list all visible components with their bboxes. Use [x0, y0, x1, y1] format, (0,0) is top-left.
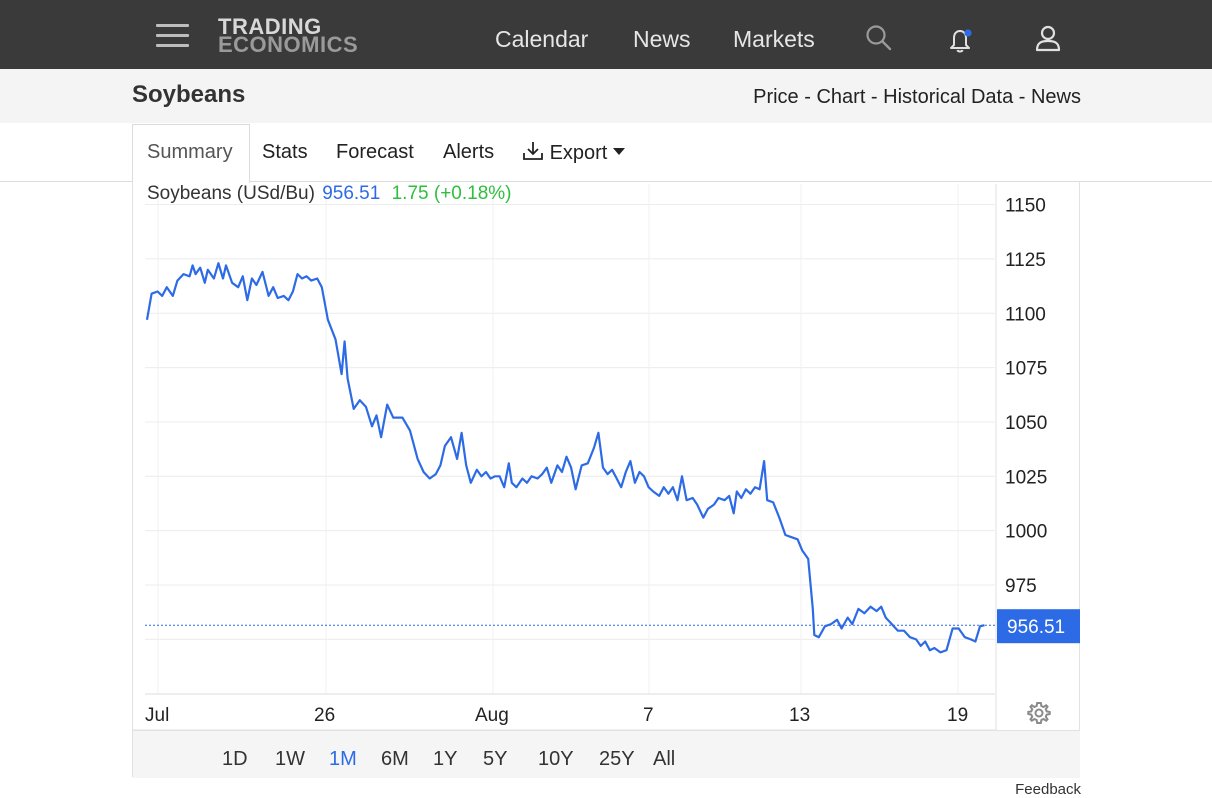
tab-alerts[interactable]: Alerts: [443, 141, 495, 163]
x-tick-label: Aug: [475, 705, 509, 726]
export-button[interactable]: Export: [522, 141, 625, 165]
range-button-1y[interactable]: 1Y: [433, 748, 458, 770]
link-chart[interactable]: Chart: [816, 86, 866, 108]
link-separator: -: [865, 86, 884, 108]
x-tick-label: 13: [789, 705, 810, 726]
link-news[interactable]: News: [1030, 86, 1081, 108]
chart-legend: Soybeans (USd/Bu) 956.51 1.75 (+0.18%): [147, 183, 512, 205]
logo-line-2: ECONOMICS: [218, 32, 359, 57]
y-tick-label: 1025: [1005, 467, 1047, 488]
link-separator: -: [798, 86, 817, 108]
range-button-10y[interactable]: 10Y: [538, 748, 574, 770]
legend-change: 1.75 (+0.18%): [391, 183, 512, 204]
download-icon: [523, 142, 543, 160]
caret-down-icon: [612, 148, 625, 155]
link-separator: -: [1013, 86, 1031, 108]
y-tick-label: 1150: [1005, 196, 1046, 217]
y-tick-label: 1125: [1005, 250, 1046, 271]
y-tick-label: 1050: [1005, 413, 1047, 434]
active-tab-frame: [132, 124, 250, 183]
top-navbar: TRADING ECONOMICS Calendar News Markets: [0, 0, 1212, 69]
y-tick-label: 1075: [1005, 359, 1047, 380]
section-links: Price - Chart - Historical Data - News: [753, 86, 1081, 109]
logo[interactable]: TRADING ECONOMICS: [218, 14, 359, 57]
last-price-tag: [997, 609, 1080, 644]
feedback-link[interactable]: Feedback: [1015, 781, 1081, 798]
legend-price: 956.51: [322, 183, 381, 204]
range-selector-bar: [133, 730, 1080, 778]
range-button-1d[interactable]: 1D: [222, 748, 248, 770]
chart-settings-gear-icon[interactable]: [1027, 701, 1051, 725]
user-account-icon[interactable]: [1035, 24, 1061, 52]
nav-news[interactable]: News: [633, 26, 691, 52]
tabs-divider: [0, 181, 1212, 182]
range-button-5y[interactable]: 5Y: [483, 748, 508, 770]
page-title: Soybeans: [132, 81, 246, 108]
range-button-6m[interactable]: 6M: [381, 748, 409, 770]
link-historical-data[interactable]: Historical Data: [883, 86, 1014, 108]
search-icon[interactable]: [865, 24, 893, 52]
series-line-soybeans: [145, 262, 985, 654]
legend-series-name: Soybeans (USd/Bu): [147, 183, 315, 204]
x-tick-label: 26: [314, 705, 335, 726]
y-axis-labels: 975 1000 1025 1050 1075 1100 1125 1150: [1005, 196, 1047, 597]
menu-icon[interactable]: [156, 24, 189, 50]
tab-summary[interactable]: Summary: [147, 141, 233, 163]
notification-bell-icon[interactable]: [946, 24, 976, 54]
export-label: Export: [549, 142, 608, 164]
last-price-tag-label: 956.51: [1007, 617, 1065, 638]
sub-header: [0, 69, 1212, 123]
logo-line-1: TRADING: [218, 14, 322, 39]
x-tick-label: 19: [947, 705, 968, 726]
y-tick-label: 1000: [1005, 522, 1047, 543]
x-tick-label: Jul: [145, 705, 169, 726]
range-button-1m[interactable]: 1M: [329, 748, 357, 770]
y-tick-label: 975: [1005, 576, 1037, 597]
chart-grid: [133, 184, 997, 731]
range-button-1w[interactable]: 1W: [275, 748, 305, 770]
x-tick-label: 7: [643, 705, 654, 726]
nav-calendar[interactable]: Calendar: [495, 26, 589, 52]
range-button-25y[interactable]: 25Y: [599, 748, 635, 770]
link-price[interactable]: Price: [753, 86, 799, 108]
nav-markets[interactable]: Markets: [733, 26, 815, 52]
tab-stats[interactable]: Stats: [262, 141, 308, 163]
range-button-all[interactable]: All: [653, 748, 676, 770]
x-axis-labels: Jul 26 Aug 7 13 19: [145, 705, 968, 726]
tab-forecast[interactable]: Forecast: [336, 141, 414, 163]
y-tick-label: 1100: [1005, 304, 1046, 325]
